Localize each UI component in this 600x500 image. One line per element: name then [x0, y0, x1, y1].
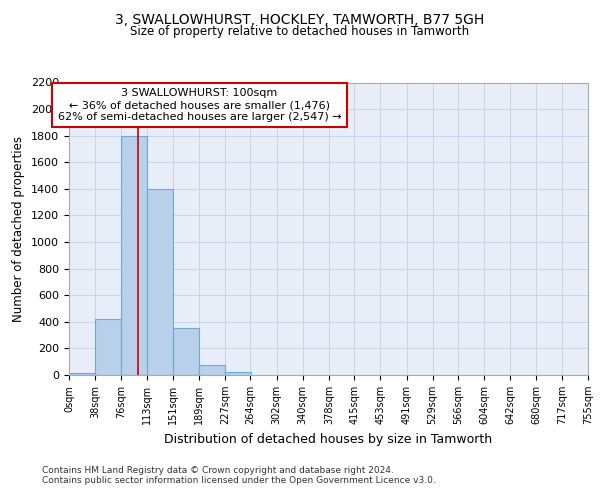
Y-axis label: Number of detached properties: Number of detached properties [13, 136, 25, 322]
Bar [121, 136, 148, 375]
Text: Contains HM Land Registry data © Crown copyright and database right 2024.: Contains HM Land Registry data © Crown c… [42, 466, 394, 475]
Text: Contains public sector information licensed under the Open Government Licence v3: Contains public sector information licen… [42, 476, 436, 485]
Bar [146, 189, 173, 375]
Bar [225, 372, 251, 375]
Text: Size of property relative to detached houses in Tamworth: Size of property relative to detached ho… [130, 25, 470, 38]
X-axis label: Distribution of detached houses by size in Tamworth: Distribution of detached houses by size … [164, 432, 493, 446]
Bar [69, 373, 95, 375]
Bar [199, 365, 225, 375]
Bar [173, 328, 199, 375]
Text: 3, SWALLOWHURST, HOCKLEY, TAMWORTH, B77 5GH: 3, SWALLOWHURST, HOCKLEY, TAMWORTH, B77 … [115, 12, 485, 26]
Bar [95, 319, 121, 375]
Text: 3 SWALLOWHURST: 100sqm
← 36% of detached houses are smaller (1,476)
62% of semi-: 3 SWALLOWHURST: 100sqm ← 36% of detached… [58, 88, 341, 122]
